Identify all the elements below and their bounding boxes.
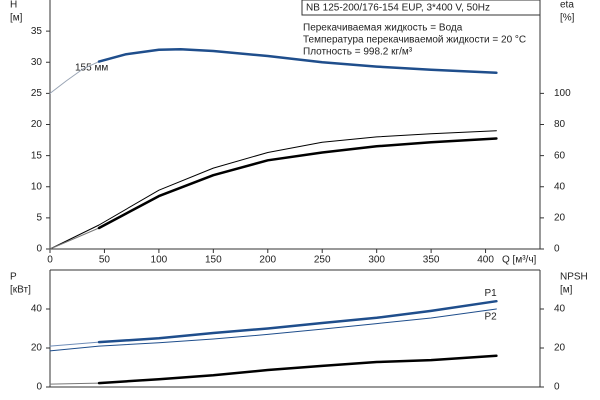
y2-axis-label: eta xyxy=(560,0,574,11)
y2-axis-label: NPSH xyxy=(560,272,588,283)
y2-axis-label: [%] xyxy=(560,13,575,24)
y2-tick-label: 40 xyxy=(554,181,566,192)
y-tick-label: 35 xyxy=(31,26,43,37)
x-tick-label: 400 xyxy=(477,255,494,266)
y-tick-label: 40 xyxy=(31,304,43,315)
y2-tick-label: 40 xyxy=(554,304,566,315)
series-label: P1 xyxy=(484,288,497,299)
curve xyxy=(97,299,498,344)
y2-tick-label: 20 xyxy=(554,213,566,224)
x-tick-label: 200 xyxy=(259,255,276,266)
annotation: Температура перекачиваемой жидкости = 20… xyxy=(303,35,526,46)
y2-tick-label: 0 xyxy=(554,382,560,393)
y-tick-label: 30 xyxy=(31,57,43,68)
x-tick-label: 50 xyxy=(99,255,111,266)
x-tick-label: 0 xyxy=(47,255,53,266)
curve xyxy=(97,47,498,75)
curve xyxy=(97,137,498,230)
annotation: Перекачиваемая жидкость = Вода xyxy=(303,23,463,34)
y-tick-label: 15 xyxy=(31,150,43,161)
x-tick-label: 300 xyxy=(368,255,385,266)
x-tick-label: 250 xyxy=(314,255,331,266)
y-tick-label: 25 xyxy=(31,88,43,99)
y-tick-label: 20 xyxy=(31,119,43,130)
chart-title: NB 125-200/176-154 EUP, 3*400 V, 50Hz xyxy=(306,3,490,14)
y2-tick-label: 0 xyxy=(554,244,560,255)
curve xyxy=(49,382,100,385)
y2-tick-label: 20 xyxy=(554,343,566,354)
y2-tick-label: 80 xyxy=(554,119,566,130)
title-box xyxy=(301,0,541,16)
y-tick-label: 5 xyxy=(36,213,42,224)
curve xyxy=(49,130,497,250)
x-axis-label: Q [м³/ч] xyxy=(502,255,537,266)
y-axis-label: H xyxy=(10,0,17,11)
curve xyxy=(97,354,498,385)
y2-tick-label: 100 xyxy=(554,88,571,99)
x-tick-label: 150 xyxy=(205,255,222,266)
y-tick-label: 0 xyxy=(36,382,42,393)
y-tick-label: 10 xyxy=(31,181,43,192)
curve xyxy=(49,227,100,250)
y-tick-label: 0 xyxy=(36,244,42,255)
x-tick-label: 100 xyxy=(151,255,168,266)
series-label: P2 xyxy=(484,312,497,323)
curve xyxy=(49,341,100,347)
y2-tick-label: 60 xyxy=(554,150,566,161)
annotation: 155 мм xyxy=(75,63,108,74)
y-axis-label: [кВт] xyxy=(10,285,31,296)
y-axis-label: [м] xyxy=(10,13,23,24)
y-tick-label: 20 xyxy=(31,343,43,354)
y2-axis-label: [м] xyxy=(560,285,573,296)
curve xyxy=(49,308,497,352)
x-tick-label: 350 xyxy=(423,255,440,266)
y-axis-label: P xyxy=(10,272,17,283)
curve xyxy=(49,61,100,94)
annotation: Плотность = 998.2 кг/м³ xyxy=(303,47,413,58)
